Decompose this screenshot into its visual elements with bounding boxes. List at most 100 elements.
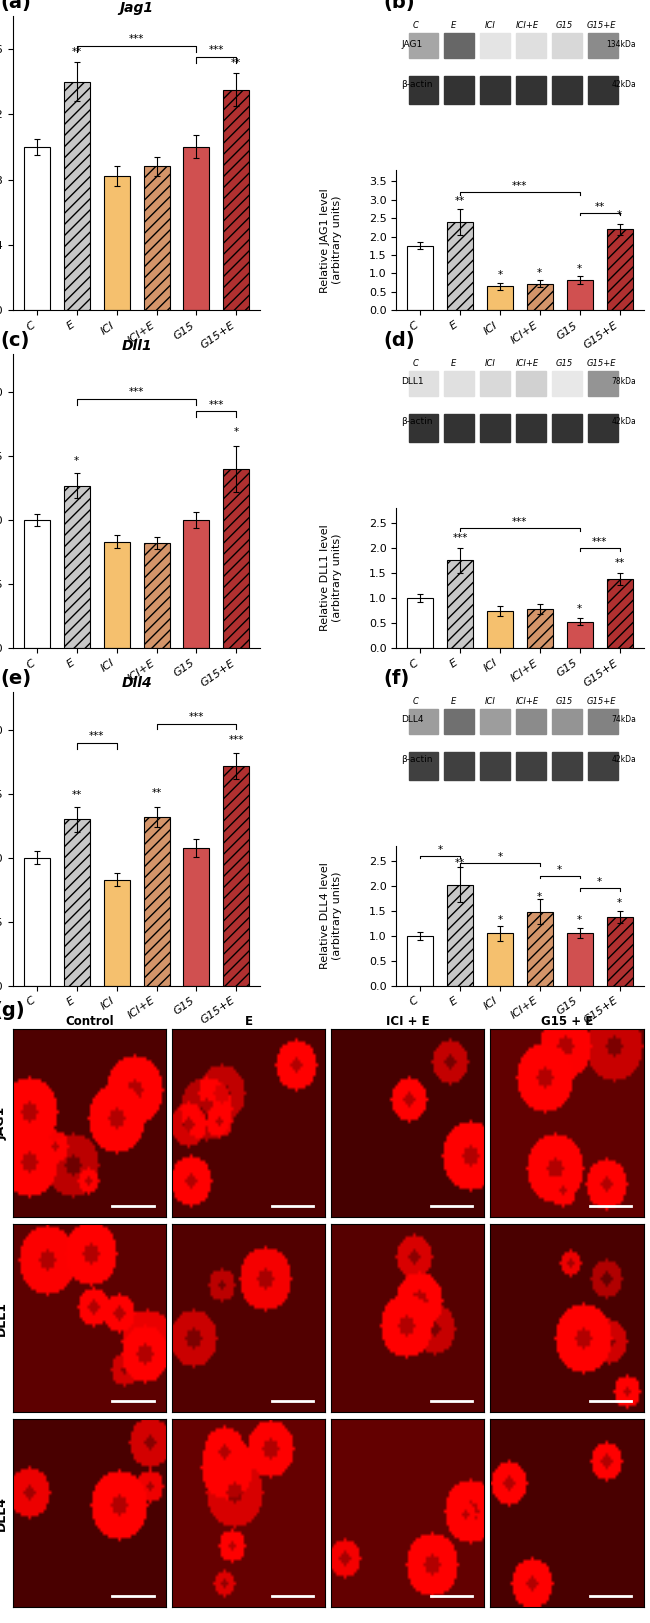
- Text: G15+E: G15+E: [587, 696, 616, 706]
- Bar: [527, 912, 552, 985]
- Bar: [407, 597, 433, 648]
- Text: ICI: ICI: [485, 359, 496, 368]
- Bar: [64, 485, 90, 648]
- Text: ***: ***: [592, 537, 607, 547]
- Text: (b): (b): [384, 0, 415, 11]
- Bar: [588, 709, 618, 734]
- Bar: [409, 414, 438, 441]
- Text: β-actin: β-actin: [401, 755, 433, 764]
- Text: (c): (c): [0, 331, 29, 351]
- Bar: [527, 609, 552, 648]
- Text: ICI: ICI: [485, 696, 496, 706]
- Text: **: **: [455, 859, 465, 868]
- Y-axis label: DLL4: DLL4: [0, 1495, 7, 1530]
- Bar: [588, 372, 618, 396]
- Bar: [407, 935, 433, 985]
- Text: (g): (g): [0, 1001, 25, 1021]
- Bar: [588, 76, 618, 104]
- Bar: [606, 579, 632, 648]
- Title: G15 + E: G15 + E: [541, 1016, 593, 1029]
- Text: **: **: [151, 787, 162, 799]
- Bar: [407, 245, 433, 310]
- Bar: [445, 751, 474, 779]
- Text: **: **: [231, 58, 241, 68]
- Bar: [183, 847, 209, 985]
- Text: 78kDa: 78kDa: [612, 378, 636, 386]
- Bar: [445, 414, 474, 441]
- Text: E: E: [450, 359, 456, 368]
- Text: (d): (d): [384, 331, 415, 351]
- Text: ICI: ICI: [485, 21, 496, 31]
- Bar: [516, 751, 546, 779]
- Bar: [445, 709, 474, 734]
- Bar: [606, 917, 632, 985]
- Bar: [445, 372, 474, 396]
- Bar: [606, 229, 632, 310]
- Bar: [104, 177, 129, 310]
- Text: ***: ***: [512, 182, 528, 192]
- Bar: [567, 933, 593, 985]
- Text: G15: G15: [556, 21, 573, 31]
- Bar: [527, 284, 552, 310]
- Title: Dll1: Dll1: [122, 339, 152, 352]
- Text: **: **: [455, 196, 465, 206]
- Text: *: *: [74, 456, 79, 466]
- Text: **: **: [72, 47, 82, 57]
- Text: *: *: [538, 268, 542, 278]
- Bar: [480, 372, 510, 396]
- Bar: [552, 76, 582, 104]
- Text: (f): (f): [384, 669, 410, 688]
- Bar: [409, 709, 438, 734]
- Text: *: *: [234, 427, 239, 437]
- Bar: [183, 146, 209, 310]
- Text: β-actin: β-actin: [401, 417, 433, 427]
- Text: *: *: [597, 878, 602, 888]
- Text: **: **: [595, 201, 604, 211]
- Bar: [409, 372, 438, 396]
- Text: ***: ***: [129, 386, 144, 398]
- Bar: [516, 709, 546, 734]
- Y-axis label: Relative JAG1 level
(arbitrary units): Relative JAG1 level (arbitrary units): [320, 188, 342, 292]
- Text: *: *: [577, 265, 582, 274]
- Bar: [516, 414, 546, 441]
- Text: DLL1: DLL1: [401, 378, 424, 386]
- Text: ***: ***: [188, 712, 204, 722]
- Text: ***: ***: [89, 730, 105, 742]
- Text: ***: ***: [452, 532, 468, 544]
- Bar: [588, 32, 618, 58]
- Title: Control: Control: [65, 1016, 114, 1029]
- Text: 42kDa: 42kDa: [612, 755, 636, 764]
- Text: ***: ***: [129, 34, 144, 44]
- Bar: [224, 766, 250, 985]
- Bar: [552, 32, 582, 58]
- Text: *: *: [557, 865, 562, 875]
- Y-axis label: Relative DLL4 level
(arbitrary units): Relative DLL4 level (arbitrary units): [320, 862, 342, 969]
- Text: 74kDa: 74kDa: [611, 716, 636, 724]
- Text: (e): (e): [0, 669, 31, 688]
- Text: ***: ***: [209, 399, 224, 409]
- Text: *: *: [577, 915, 582, 925]
- Text: 134kDa: 134kDa: [606, 39, 636, 49]
- Bar: [480, 76, 510, 104]
- Text: JAG1: JAG1: [401, 39, 423, 49]
- Text: C: C: [413, 359, 419, 368]
- Y-axis label: Relative DLL1 level
(arbitrary units): Relative DLL1 level (arbitrary units): [320, 524, 342, 631]
- Bar: [487, 612, 513, 648]
- Bar: [24, 146, 50, 310]
- Text: (a): (a): [0, 0, 31, 11]
- Text: **: **: [614, 558, 625, 568]
- Text: 42kDa: 42kDa: [612, 80, 636, 89]
- Bar: [64, 81, 90, 310]
- Title: Dll4: Dll4: [122, 677, 152, 690]
- Title: ICI + E: ICI + E: [386, 1016, 430, 1029]
- Bar: [447, 222, 473, 310]
- Bar: [104, 880, 129, 985]
- Text: *: *: [437, 846, 443, 855]
- Bar: [480, 751, 510, 779]
- Text: ***: ***: [229, 735, 244, 745]
- Bar: [224, 89, 250, 310]
- Text: ICI+E: ICI+E: [515, 359, 539, 368]
- Bar: [144, 816, 170, 985]
- Bar: [516, 372, 546, 396]
- Text: G15+E: G15+E: [587, 359, 616, 368]
